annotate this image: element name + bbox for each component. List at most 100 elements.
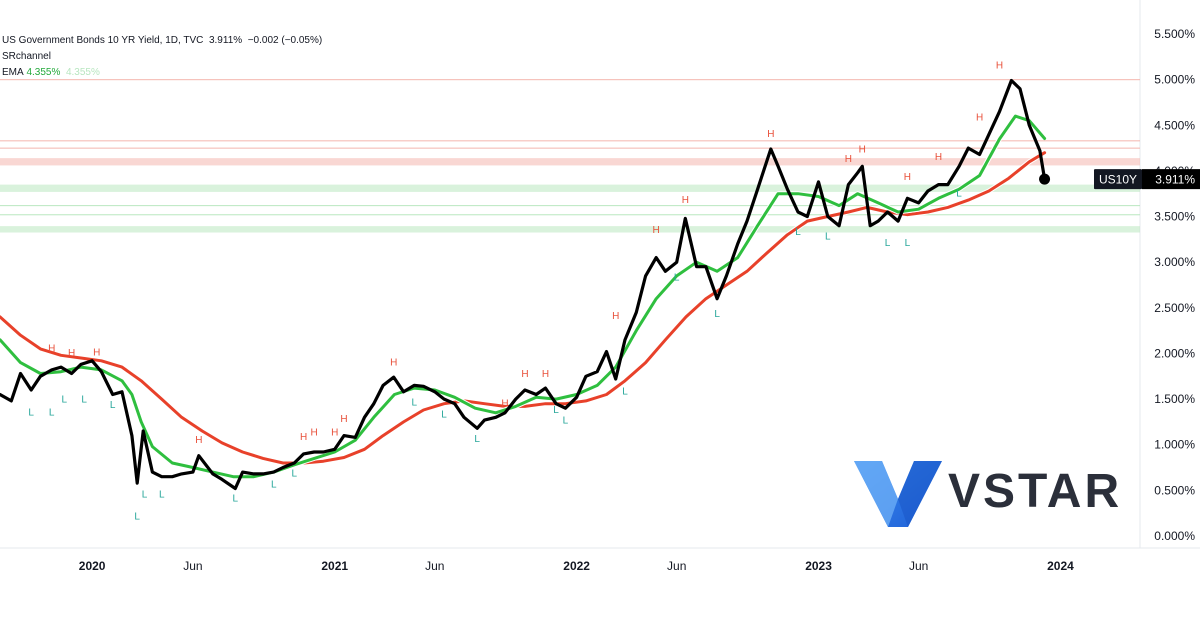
high-marker-37: H	[845, 154, 852, 165]
y-tick-label-4: 3.500%	[1154, 210, 1195, 224]
low-marker-14: L	[291, 469, 297, 480]
high-marker-28: H	[612, 311, 619, 322]
y-tick-label-7: 2.000%	[1154, 346, 1195, 360]
high-marker-30: H	[653, 225, 660, 236]
low-marker-12: L	[233, 493, 239, 504]
x-tick-label-2: 2021	[321, 559, 348, 573]
y-tick-label-11: 0.000%	[1154, 529, 1195, 543]
legend-indicator-label: SRchannel	[2, 51, 51, 62]
high-marker-38: H	[859, 145, 866, 156]
high-marker-41: H	[904, 172, 911, 183]
x-tick-label-4: 2022	[563, 559, 590, 573]
low-marker-4: L	[49, 408, 55, 419]
y-tick-label-10: 0.500%	[1154, 483, 1195, 497]
x-tick-label-7: Jun	[909, 559, 928, 573]
low-marker-29: L	[622, 387, 628, 398]
low-marker-35: L	[795, 227, 801, 238]
high-marker-25: H	[542, 369, 549, 380]
low-marker-39: L	[885, 238, 891, 249]
sr-level-5	[0, 205, 1140, 207]
sr-level-1	[0, 140, 1140, 142]
low-marker-3: L	[28, 408, 34, 419]
high-marker-16: H	[311, 428, 318, 439]
legend-last-value: 3.911%	[208, 35, 243, 46]
low-marker-11: L	[159, 490, 165, 501]
sr-level-0	[0, 79, 1140, 81]
low-marker-20: L	[411, 397, 417, 408]
vstar-logo-icon	[854, 461, 942, 527]
low-marker-27: L	[563, 416, 569, 427]
ema-fast-line	[0, 114, 1047, 479]
legend-ema-value-1: 4.355%	[26, 67, 61, 78]
low-marker-32: L	[674, 272, 680, 283]
high-marker-23: H	[501, 398, 508, 409]
x-tick-label-3: Jun	[425, 559, 444, 573]
low-marker-9: L	[134, 512, 140, 523]
high-marker-1: H	[68, 348, 75, 359]
y-tick-label-2: 4.500%	[1154, 118, 1195, 132]
sr-level-3	[0, 158, 1140, 166]
price-tag-symbol: US10Y	[1099, 173, 1137, 187]
chart-legend: US Government Bonds 10 YR Yield, 1D, TVC…	[2, 33, 322, 81]
high-marker-17: H	[331, 428, 338, 439]
high-marker-24: H	[521, 369, 528, 380]
ema-slow-line-halo	[0, 150, 1046, 466]
sr-level-4	[0, 184, 1140, 192]
low-marker-26: L	[553, 405, 559, 416]
low-marker-6: L	[81, 395, 87, 406]
x-tick-label-6: 2023	[805, 559, 832, 573]
low-marker-10: L	[142, 490, 148, 501]
price-tag-value-box	[1142, 169, 1200, 190]
price-line	[0, 78, 1047, 491]
legend-indicator-ema[interactable]: EMA 4.355% 4.355%	[2, 65, 322, 81]
high-marker-0: H	[48, 344, 55, 355]
high-marker-42: H	[935, 152, 942, 163]
legend-ema-label: EMA	[2, 67, 24, 78]
ema-fast-line-halo	[0, 113, 1047, 480]
low-marker-33: L	[714, 309, 720, 320]
sr-level-6	[0, 214, 1140, 216]
vstar-logo-text: VSTAR	[948, 465, 1123, 518]
legend-change: −0.002 (−0.05%)	[247, 35, 323, 46]
legend-symbol-line: US Government Bonds 10 YR Yield, 1D, TVC	[2, 35, 204, 46]
sr-level-7	[0, 226, 1140, 233]
x-tick-label-8: 2024	[1047, 559, 1074, 573]
x-tick-label-0: 2020	[79, 559, 106, 573]
last-price-dot	[1039, 173, 1051, 185]
price-tag-symbol-box	[1094, 169, 1142, 190]
low-marker-5: L	[62, 395, 68, 406]
low-marker-36: L	[825, 231, 831, 242]
legend-indicator-srchannel[interactable]: SRchannel	[2, 49, 322, 65]
low-marker-43: L	[956, 188, 962, 199]
x-tick-label-5: Jun	[667, 559, 686, 573]
vstar-logo: VSTAR	[852, 455, 1142, 530]
y-tick-label-1: 5.000%	[1154, 73, 1195, 87]
low-marker-40: L	[905, 238, 911, 249]
high-marker-8: H	[195, 435, 202, 446]
ema-slow-line	[0, 151, 1047, 465]
low-marker-22: L	[474, 434, 480, 445]
y-tick-label-6: 2.500%	[1154, 301, 1195, 315]
high-marker-18: H	[340, 414, 347, 425]
low-marker-13: L	[271, 480, 277, 491]
legend-ema-value-2: 4.355%	[65, 67, 100, 78]
y-tick-label-8: 1.500%	[1154, 392, 1195, 406]
legend-symbol-row[interactable]: US Government Bonds 10 YR Yield, 1D, TVC…	[2, 33, 322, 49]
high-marker-19: H	[390, 357, 397, 368]
y-tick-label-0: 5.500%	[1154, 27, 1195, 41]
y-tick-label-5: 3.000%	[1154, 255, 1195, 269]
y-tick-label-9: 1.000%	[1154, 438, 1195, 452]
high-marker-31: H	[682, 195, 689, 206]
price-tag-value: 3.911%	[1155, 173, 1195, 187]
x-tick-label-1: Jun	[183, 559, 202, 573]
high-marker-2: H	[93, 347, 100, 358]
low-marker-21: L	[441, 409, 447, 420]
high-marker-45: H	[996, 61, 1003, 72]
high-marker-15: H	[300, 432, 307, 443]
high-marker-44: H	[976, 113, 983, 124]
high-marker-34: H	[767, 129, 774, 140]
sr-level-2	[0, 147, 1140, 149]
low-marker-7: L	[110, 400, 116, 411]
